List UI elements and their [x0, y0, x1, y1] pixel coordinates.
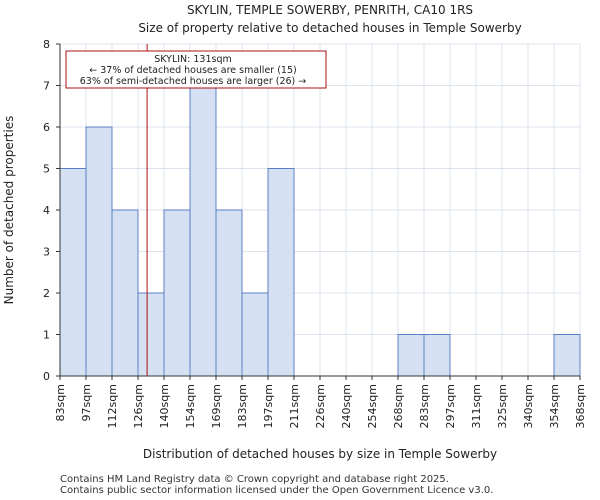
annotation-border [65, 50, 327, 89]
x-tick-labels: 83sqm 97sqm 112sqm 126sqm 140sqm 154sqm 169sqm… [54, 376, 587, 428]
x-tick-label-126sqm: 126sqm [132, 384, 145, 428]
x-tick-label-169sqm: 169sqm [210, 384, 223, 428]
y-tick-label-7: 7 [43, 80, 50, 93]
x-tick-label-140sqm: 140sqm [158, 384, 171, 428]
annotation-smaller: ← 37% of detached houses are smaller (15… [89, 65, 296, 76]
bar-197sqm [267, 168, 295, 377]
y-axis-label: Number of detached properties [2, 116, 16, 305]
bars [59, 85, 581, 377]
bar-268sqm [397, 334, 425, 377]
x-tick-label-340sqm: 340sqm [522, 384, 535, 428]
y-tick-label-0: 0 [43, 370, 50, 383]
x-tick-label-254sqm: 254sqm [366, 384, 379, 428]
bar-183sqm [241, 292, 269, 377]
x-tick-label-154sqm: 154sqm [184, 384, 197, 428]
y-tick-label-5: 5 [43, 163, 50, 176]
y-tick-label-6: 6 [43, 121, 50, 134]
chart-subtitle: Size of property relative to detached ho… [138, 21, 521, 35]
x-tick-label-97sqm: 97sqm [80, 384, 93, 421]
x-tick-label-226sqm: 226sqm [314, 384, 327, 428]
bar-140sqm [163, 209, 191, 377]
x-tick-label-268sqm: 268sqm [392, 384, 405, 428]
x-tick-label-354sqm: 354sqm [548, 384, 561, 428]
y-tick-label-8: 8 [43, 38, 50, 51]
x-tick-label-325sqm: 325sqm [496, 384, 509, 428]
x-tick-label-211sqm: 211sqm [288, 384, 301, 428]
footer-line-2: Contains public sector information licen… [60, 485, 494, 496]
bar-126sqm [137, 292, 165, 377]
x-tick-label-83sqm: 83sqm [54, 384, 67, 421]
bar-154sqm [189, 85, 217, 377]
x-tick-label-311sqm: 311sqm [470, 384, 483, 428]
bar-112sqm [111, 209, 139, 377]
x-axis-label: Distribution of detached houses by size … [143, 447, 497, 461]
annotation-box: SKYLIN: 131sqm ← 37% of detached houses … [65, 50, 327, 89]
bar-97sqm [85, 126, 113, 377]
bar-83sqm [59, 168, 87, 377]
bar-354sqm [553, 334, 581, 377]
annotation-larger: 63% of semi-detached houses are larger (… [80, 76, 307, 87]
y-tick-label-3: 3 [43, 246, 50, 259]
footer-line-1: Contains HM Land Registry data © Crown c… [60, 474, 449, 485]
x-tick-label-240sqm: 240sqm [340, 384, 353, 428]
x-tick-label-368sqm: 368sqm [574, 384, 587, 428]
y-tick-label-1: 1 [43, 329, 50, 342]
chart-title: SKYLIN, TEMPLE SOWERBY, PENRITH, CA10 1R… [187, 3, 473, 17]
x-tick-label-197sqm: 197sqm [262, 384, 275, 428]
x-tick-label-112sqm: 112sqm [106, 384, 119, 428]
x-tick-label-297sqm: 297sqm [444, 384, 457, 428]
y-tick-labels: 0 1 2 3 4 5 6 7 8 [43, 38, 60, 383]
y-tick-label-4: 4 [43, 204, 50, 217]
bar-169sqm [215, 209, 243, 377]
annotation-title: SKYLIN: 131sqm [154, 54, 232, 65]
bar-283sqm [423, 334, 451, 377]
y-tick-label-2: 2 [43, 287, 50, 300]
x-tick-label-283sqm: 283sqm [418, 384, 431, 428]
x-tick-label-183sqm: 183sqm [236, 384, 249, 428]
